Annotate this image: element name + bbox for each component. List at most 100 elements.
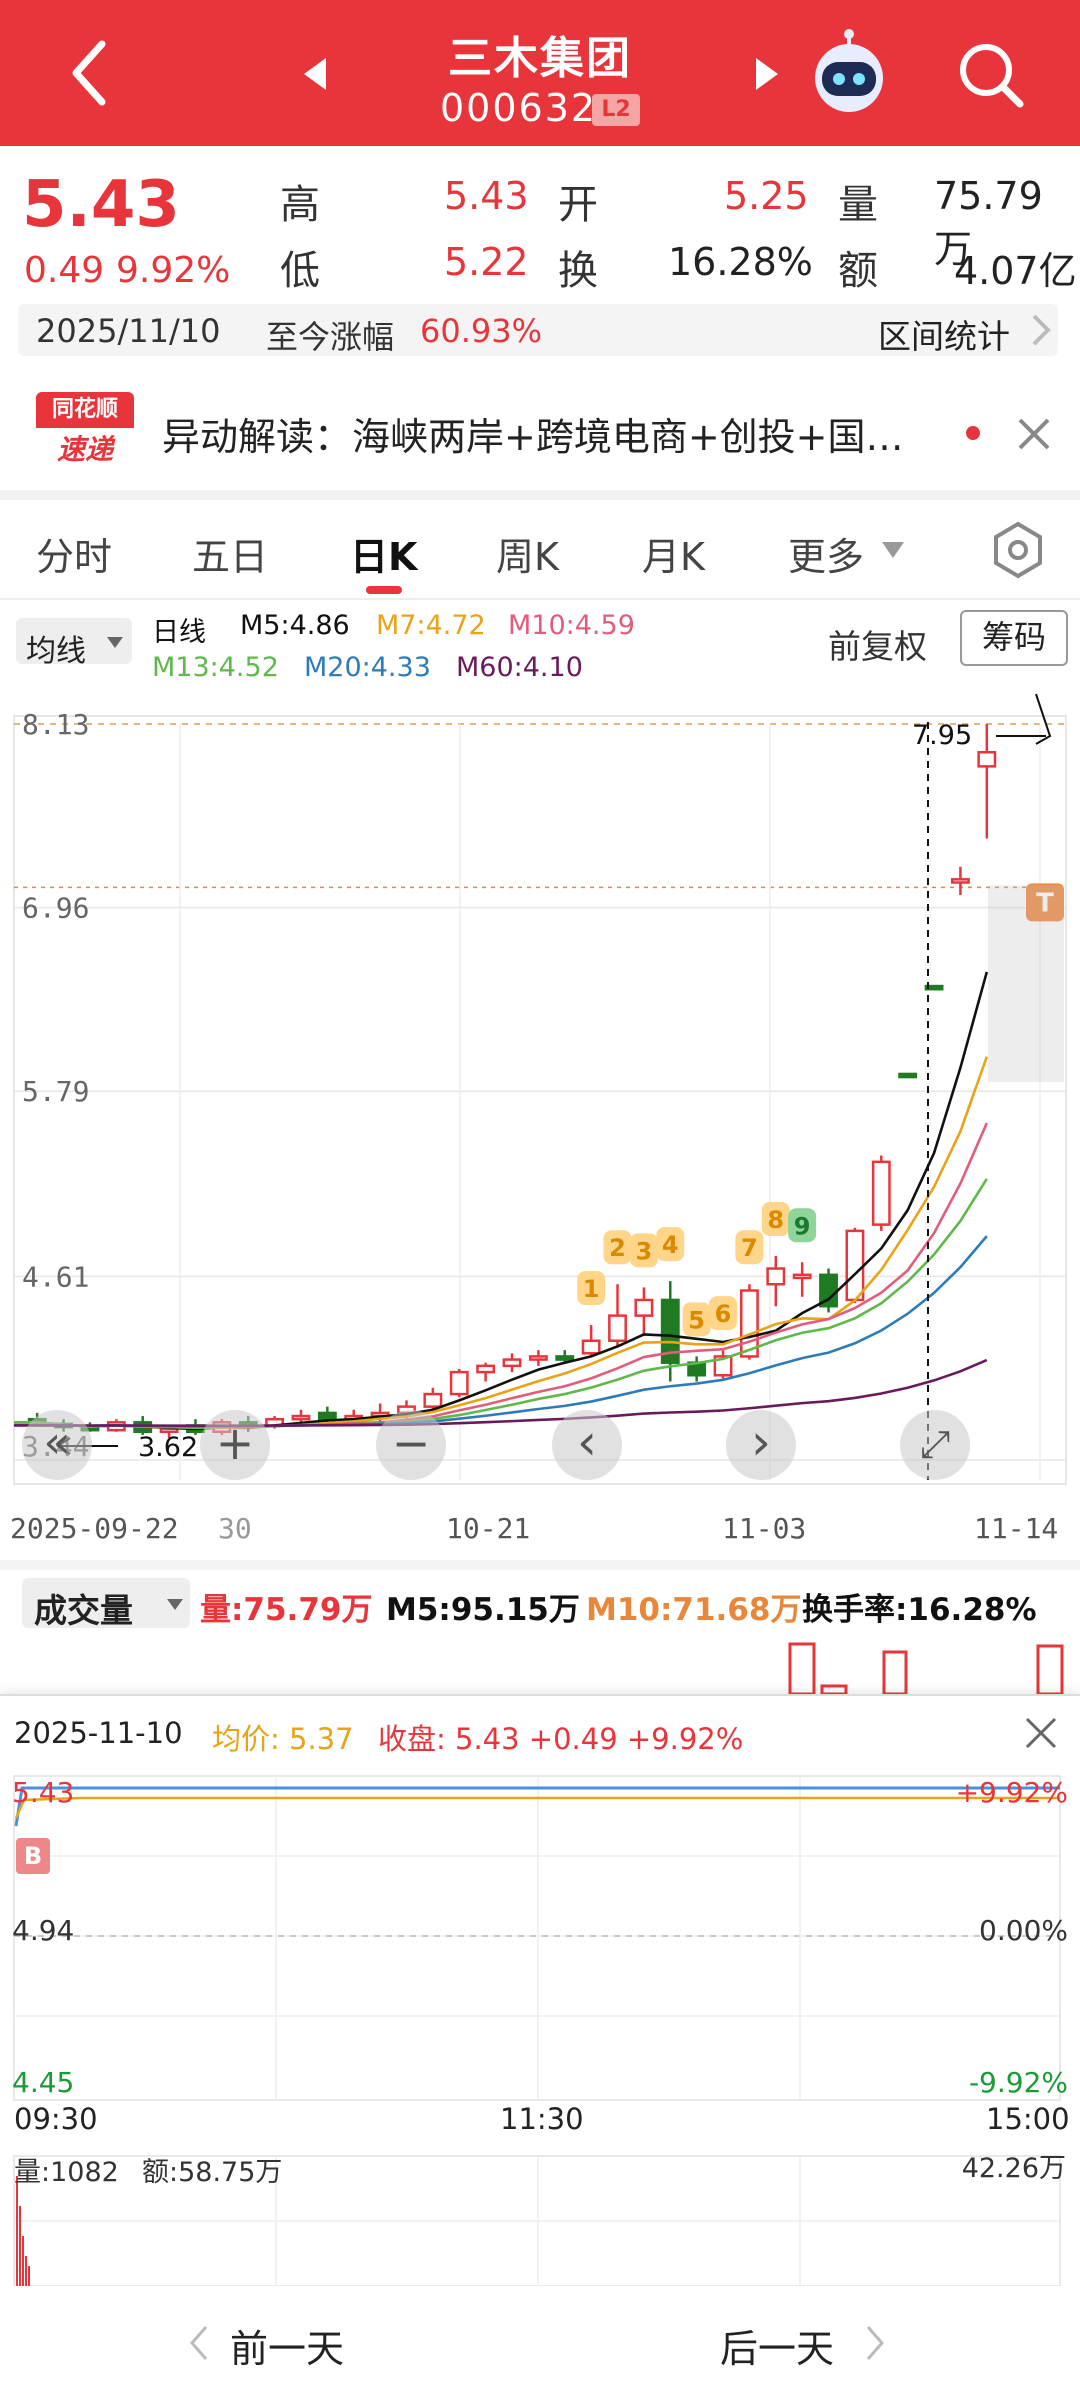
amount-label: 额 [838,248,878,294]
unread-dot [966,426,980,440]
intraday-chart[interactable] [0,1766,1080,2286]
candle-body [845,1229,865,1302]
sequence-marker-label: 5 [688,1306,705,1334]
candle-body [555,1355,575,1361]
max-price-label: 7.95 [912,720,972,751]
tab-weekly-k[interactable]: 周K [496,535,559,579]
high-label: 高 [280,182,320,228]
popup-date: 2025-11-10 [14,1716,183,1750]
next-day-button[interactable]: 后一天 [720,2327,835,2371]
intraday-popup: 2025-11-10 均价: 5.37 收盘: 5.43 +0.49 +9.92… [0,1694,1080,2393]
intraday-volume-max: 42.26万 [961,2153,1066,2184]
candle-body [898,1072,918,1079]
max-price-arrowhead [1035,693,1052,745]
search-icon[interactable] [956,40,1026,110]
y-tick-label: 5.79 [22,1075,89,1108]
y-tick-label: 8.13 [22,708,89,741]
caret-down-icon [107,637,123,648]
t-badge [1026,883,1064,922]
turnover-label: 换 [558,248,598,294]
zoom-in-button[interactable]: + [200,1410,270,1480]
fullscreen-button[interactable]: ⤢ [900,1410,970,1480]
open-value: 5.25 [724,174,809,218]
caret-down-icon [882,542,904,558]
divider [0,490,1080,500]
intraday-avg-line [14,1796,1060,1819]
x-tick-label: 30 [218,1512,252,1545]
close-icon[interactable] [1024,1716,1058,1750]
range-value: 60.93% [420,312,543,350]
y-tick-label: 4.61 [22,1260,89,1293]
next-stock-icon[interactable] [752,56,782,92]
chips-button[interactable]: 筹码 [960,610,1068,666]
candle-body [291,1414,311,1421]
volume-bar [820,1684,848,1694]
turnover-value: 16.28% [668,240,813,284]
candle-body [608,1314,627,1342]
zoom-out-button[interactable]: − [376,1410,446,1480]
close-info: 收盘: 5.43 +0.49 +9.92% [378,1722,744,1756]
tab-monthly-k[interactable]: 月K [642,535,705,579]
sequence-marker-label: 2 [609,1234,626,1262]
tab-indicator [366,586,402,594]
intraday-low-pct: -9.92% [968,2066,1068,2099]
min-price-label: 3.62 [138,1432,198,1463]
robot-assistant-icon[interactable] [806,28,892,116]
ma-line [14,1235,988,1428]
line-type: 日线 [152,617,206,648]
sequence-marker [761,1201,790,1236]
scroll-left-button[interactable]: ‹ [552,1410,622,1480]
chevron-right-icon [1032,314,1051,346]
low-value: 5.22 [444,240,529,284]
chip-distribution [988,885,1064,1082]
divider [0,598,1080,600]
back-icon[interactable] [66,38,110,108]
candle-body [660,1298,680,1364]
sequence-marker-label: 9 [794,1212,811,1240]
high-value: 5.43 [444,174,529,218]
time-end: 15:00 [986,2102,1070,2136]
caret-down-icon [167,1599,183,1610]
sequence-marker [788,1208,817,1243]
ma60-value: M60:4.10 [456,652,583,683]
stock-name: 三木集团 [448,33,632,84]
candle-body [951,878,970,884]
price-change-pct: 9.92% [116,250,231,291]
intraday-high-pct: +9.92% [955,1776,1068,1809]
prev-stock-icon[interactable] [300,56,330,92]
divider [0,1560,1080,1570]
settings-hex-icon[interactable] [988,520,1048,580]
tab-more[interactable]: 更多 [788,535,865,579]
sequence-marker-label: 1 [583,1275,600,1303]
candlestick-chart[interactable]: 8.136.965.794.613.441234567897.953.62T [0,690,1080,1520]
candle-body [476,1364,496,1374]
zoom-out-full-button[interactable]: « [22,1410,92,1480]
low-label: 低 [280,248,320,294]
buy-marker: B [16,1838,50,1874]
scroll-right-button[interactable]: › [726,1410,796,1480]
ma7-value: M7:4.72 [376,610,486,641]
candle-body [528,1355,548,1361]
tab-intraday[interactable]: 分时 [36,535,113,579]
close-icon[interactable] [1016,416,1052,452]
volume-indicator-toggle[interactable]: 成交量 [22,1578,190,1630]
news-banner[interactable]: 同花顺 速递 异动解读：海峡两岸+跨境电商+创投+国… [0,376,1080,486]
news-text[interactable]: 异动解读：海峡两岸+跨境电商+创投+国… [162,415,904,459]
prev-day-button[interactable]: 前一天 [230,2327,345,2371]
stock-code: 000632 [440,86,598,130]
ma-line [14,1122,989,1430]
interval-stats-button[interactable]: 区间统计 [878,317,1010,356]
sequence-marker [577,1271,606,1306]
turnover-rate: 换手率:16.28% [802,1592,1037,1628]
tab-daily-k[interactable]: 日K [350,535,418,579]
chart-frame [13,715,1067,1485]
price-change: 0.49 [24,250,105,291]
sequence-marker [709,1296,738,1331]
tab-five-day[interactable]: 五日 [192,535,269,579]
candle-body [581,1339,601,1355]
ma-toggle[interactable]: 均线 [16,618,132,669]
candle-body [634,1298,654,1317]
level2-badge[interactable]: L2 [592,94,640,126]
sequence-marker [656,1227,685,1262]
adjust-mode[interactable]: 前复权 [828,627,927,666]
